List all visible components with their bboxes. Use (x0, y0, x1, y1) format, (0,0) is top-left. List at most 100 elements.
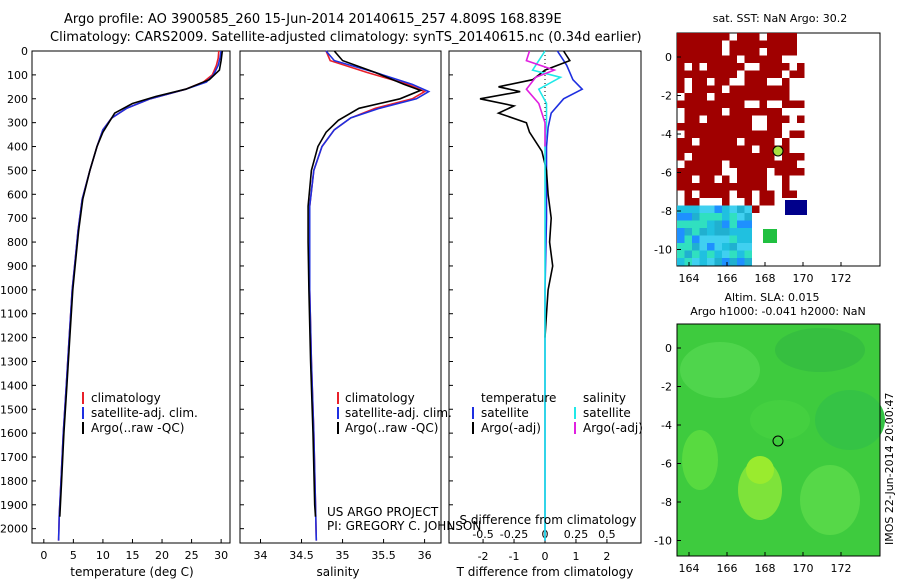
sst-cell (722, 33, 730, 41)
sst-cell (722, 258, 730, 266)
map-y-tick-label: -6 (661, 458, 672, 471)
legend-head-salinity: salinity (583, 391, 626, 405)
sst-cell (782, 175, 790, 183)
sst-cell (699, 85, 707, 93)
sla-map-frame (676, 323, 881, 557)
legend-tsat: satellite (481, 406, 529, 420)
sst-cell (684, 70, 692, 78)
sst-cell (699, 220, 707, 228)
sst-cell (722, 183, 730, 191)
sst-cell (744, 123, 752, 131)
sst-cell (744, 160, 752, 168)
depth-tick-label: 1500 (0, 403, 28, 416)
sst-cell (707, 115, 715, 123)
depth-tick-label: 1300 (0, 355, 28, 368)
sst-cell (699, 250, 707, 258)
sst-cell (737, 228, 745, 236)
sst-cell (707, 123, 715, 131)
x-tick2-label: 0.25 (564, 528, 589, 541)
sst-cell (707, 130, 715, 138)
depth-tick-label: 1200 (0, 332, 28, 345)
sst-cell (744, 145, 752, 153)
legend-clim: climatology (345, 391, 415, 405)
sst-cell (699, 55, 707, 63)
sla-blob (680, 342, 760, 398)
sst-cell (692, 168, 700, 176)
sst-cell (692, 55, 700, 63)
map-y-tick-label: -8 (661, 205, 672, 218)
sst-cell (774, 55, 782, 63)
x-tick-label: 25 (185, 549, 199, 562)
sst-cell (767, 33, 775, 41)
x-tick-label: 35 (336, 549, 350, 562)
sst-cell (722, 130, 730, 138)
sst-cell (699, 160, 707, 168)
sst-cell (722, 70, 730, 78)
depth-tick-label: 600 (7, 188, 28, 201)
depth-tick-label: 300 (7, 117, 28, 130)
sst-cell (692, 145, 700, 153)
sst-cell (752, 70, 760, 78)
sst-cell (684, 213, 692, 221)
map-x-tick-label: 168 (755, 562, 776, 575)
sst-cell (744, 93, 752, 101)
sst-cell (677, 78, 685, 86)
sst-cell (729, 55, 737, 63)
sst-cell (737, 250, 745, 258)
sst-cell (729, 115, 737, 123)
sst-cell (677, 183, 685, 191)
x-tick2-label: -0.5 (472, 528, 493, 541)
sst-cell (729, 100, 737, 108)
x-tick-label: -2 (478, 550, 489, 563)
sst-cell (729, 258, 737, 266)
sst-cell (677, 138, 685, 146)
sst-cell (699, 153, 707, 161)
sst-cell (699, 93, 707, 101)
depth-tick-label: 500 (7, 164, 28, 177)
legend-argo: Argo(..raw -QC) (345, 421, 438, 435)
title-line-2: Climatology: CARS2009. Satellite-adjuste… (50, 30, 642, 45)
sst-cell (722, 250, 730, 258)
sst-cell (789, 130, 797, 138)
sst-cell (737, 190, 745, 198)
sst-cell (737, 123, 745, 131)
sst-cell (692, 130, 700, 138)
legend-targo: Argo(-adj) (481, 421, 541, 435)
difference-plot: -2 -1 0 1 2-0.5 -0.25 0 0.25 0.5 (472, 50, 616, 563)
sst-cell (752, 138, 760, 146)
depth-tick-label: 1100 (0, 308, 28, 321)
sst-cell (722, 78, 730, 86)
sst-cell (744, 213, 752, 221)
sla-map-field (677, 324, 885, 556)
sst-cell (744, 130, 752, 138)
legend-clim: climatology (91, 391, 161, 405)
salinity-panel (239, 50, 442, 544)
map-y-tick-label: -4 (661, 419, 672, 432)
sst-cell (774, 85, 782, 93)
sst-cell (684, 160, 692, 168)
sst-cell (714, 48, 722, 56)
sst-cell (692, 228, 700, 236)
sst-cell (752, 205, 760, 213)
sst-cell (737, 220, 745, 228)
sst-cell (699, 190, 707, 198)
sst-cell (722, 153, 730, 161)
s-diff-xlabel: S difference from climatology (460, 513, 637, 527)
sst-cell (744, 250, 752, 258)
sst-cell (797, 100, 805, 108)
series-argo (59, 50, 224, 517)
sst-cell (692, 93, 700, 101)
sst-cell (707, 108, 715, 116)
map-y-tick-label: 0 (665, 51, 672, 64)
series-s-argo (525, 50, 557, 147)
sst-cell (684, 198, 692, 206)
legend-sargo: Argo(-adj) (583, 421, 643, 435)
sst-cell (774, 160, 782, 168)
sst-cell (782, 40, 790, 48)
sst-cell (707, 100, 715, 108)
map-x-tick-label: 164 (679, 562, 700, 575)
sst-cell (744, 205, 752, 213)
sst-cell (789, 48, 797, 56)
sst-cell (774, 33, 782, 41)
sst-cell (684, 40, 692, 48)
